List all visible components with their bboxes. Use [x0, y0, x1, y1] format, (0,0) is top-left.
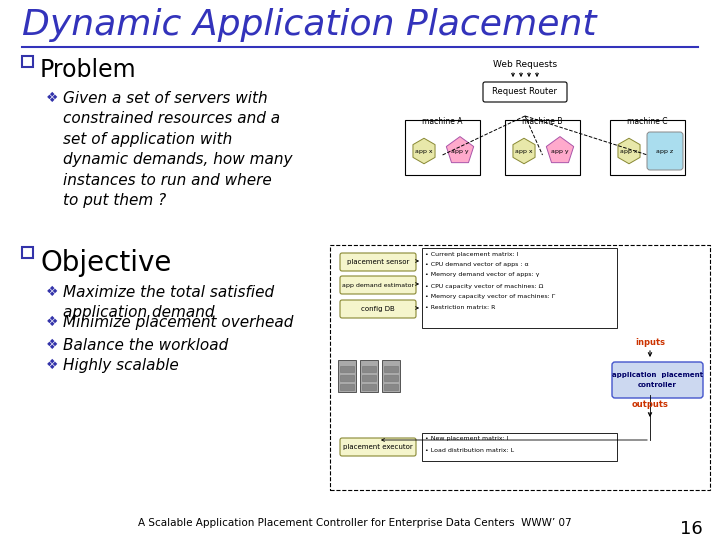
Text: • CPU capacity vector of machines: Ω: • CPU capacity vector of machines: Ω: [425, 284, 544, 289]
Polygon shape: [618, 138, 640, 164]
Text: ❖: ❖: [46, 285, 58, 299]
Text: • Current placement matrix: I: • Current placement matrix: I: [425, 252, 518, 257]
Text: • CPU demand vector of apps : α: • CPU demand vector of apps : α: [425, 262, 528, 267]
Text: config DB: config DB: [361, 306, 395, 312]
Text: app x: app x: [516, 148, 533, 153]
Bar: [505, 120, 580, 175]
Text: inputs: inputs: [635, 338, 665, 347]
Text: • Load distribution matrix: L: • Load distribution matrix: L: [425, 448, 514, 453]
Text: placement executor: placement executor: [343, 444, 413, 450]
Bar: [330, 245, 710, 490]
Text: machine C: machine C: [627, 117, 667, 126]
FancyBboxPatch shape: [483, 82, 567, 102]
Text: app x: app x: [415, 148, 433, 153]
Text: Maximize the total satisfied
application demand: Maximize the total satisfied application…: [63, 285, 274, 320]
Polygon shape: [413, 138, 435, 164]
FancyBboxPatch shape: [340, 253, 416, 271]
Text: Minimize placement overhead: Minimize placement overhead: [63, 315, 293, 330]
Text: Balance the workload: Balance the workload: [63, 338, 228, 353]
Text: ❖: ❖: [46, 315, 58, 329]
Text: machine B: machine B: [522, 117, 563, 126]
Bar: [362, 366, 376, 372]
Text: Objective: Objective: [40, 249, 171, 277]
Text: ❖: ❖: [46, 358, 58, 372]
Bar: [362, 384, 376, 390]
Bar: [422, 433, 617, 461]
Text: ❖: ❖: [46, 338, 58, 352]
Bar: [340, 384, 354, 390]
Bar: [382, 360, 400, 392]
Bar: [340, 375, 354, 381]
Text: Problem: Problem: [40, 58, 137, 82]
Text: Web Requests: Web Requests: [493, 60, 557, 69]
Text: Highly scalable: Highly scalable: [63, 358, 179, 373]
Text: controller: controller: [638, 382, 677, 388]
Text: app x: app x: [620, 148, 638, 153]
Text: • New placement matrix: I: • New placement matrix: I: [425, 436, 508, 441]
Polygon shape: [546, 137, 574, 163]
Text: Given a set of servers with
constrained resources and a
set of application with
: Given a set of servers with constrained …: [63, 91, 292, 208]
Text: app y: app y: [552, 148, 569, 153]
Bar: [405, 120, 480, 175]
FancyBboxPatch shape: [612, 362, 703, 398]
Bar: [610, 120, 685, 175]
Bar: [384, 366, 398, 372]
Text: • Restriction matrix: R: • Restriction matrix: R: [425, 305, 495, 310]
FancyBboxPatch shape: [340, 276, 416, 294]
Text: app y: app y: [451, 148, 469, 153]
Text: placement sensor: placement sensor: [347, 259, 409, 265]
Text: Dynamic Application Placement: Dynamic Application Placement: [22, 8, 596, 42]
Bar: [338, 360, 356, 392]
Bar: [340, 366, 354, 372]
Text: app z: app z: [657, 148, 674, 153]
Bar: [360, 360, 378, 392]
Polygon shape: [513, 138, 535, 164]
Text: ❖: ❖: [46, 91, 58, 105]
Text: A Scalable Application Placement Controller for Enterprise Data Centers  WWW’ 07: A Scalable Application Placement Control…: [138, 518, 572, 528]
Text: • Memory demand vector of apps: γ: • Memory demand vector of apps: γ: [425, 272, 539, 277]
FancyBboxPatch shape: [340, 438, 416, 456]
Text: machine A: machine A: [422, 117, 463, 126]
Text: application  placement: application placement: [612, 372, 703, 378]
Text: 16: 16: [680, 520, 703, 538]
Bar: [422, 248, 617, 328]
Bar: [384, 384, 398, 390]
Bar: [22, 247, 33, 258]
Bar: [362, 375, 376, 381]
Text: • Memory capacity vector of machines: Γ: • Memory capacity vector of machines: Γ: [425, 294, 555, 299]
FancyBboxPatch shape: [340, 300, 416, 318]
Bar: [22, 56, 33, 67]
FancyBboxPatch shape: [647, 132, 683, 170]
Text: outputs: outputs: [631, 400, 668, 409]
Polygon shape: [446, 137, 474, 163]
Bar: [384, 375, 398, 381]
Text: Request Router: Request Router: [492, 87, 557, 97]
Text: app demand estimator: app demand estimator: [342, 282, 414, 287]
